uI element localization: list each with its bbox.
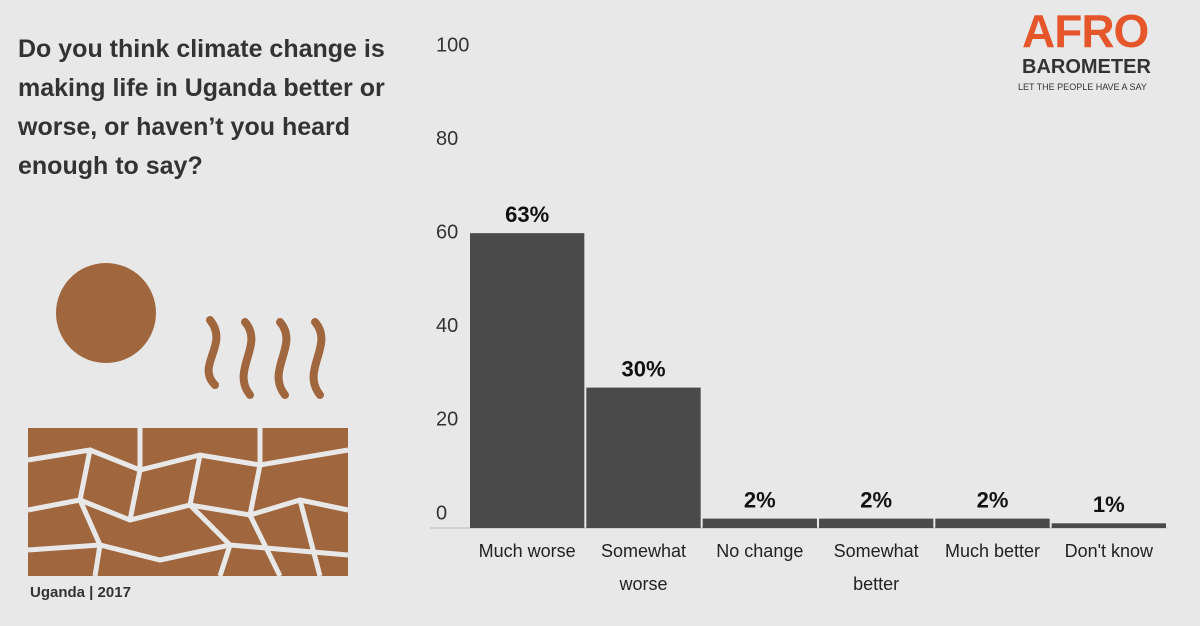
x-tick-label: Don't know <box>1064 541 1154 561</box>
data-label: 2% <box>977 487 1009 512</box>
data-label: 63% <box>505 202 549 227</box>
y-tick-label: 0 <box>436 502 447 524</box>
bar <box>1051 523 1166 528</box>
data-label: 2% <box>744 487 776 512</box>
data-label: 2% <box>860 487 892 512</box>
x-tick-label: Somewhat worse <box>600 541 687 594</box>
x-tick-label: Much worse <box>478 541 576 561</box>
illustration <box>27 263 349 578</box>
footer: Uganda | 2017 <box>30 584 131 601</box>
y-tick-label: 40 <box>436 315 458 337</box>
bar <box>702 518 817 528</box>
bar <box>935 518 1050 528</box>
logo-name: BAROMETER <box>1022 56 1151 78</box>
bar <box>819 518 934 528</box>
logo-tagline: LET THE PEOPLE HAVE A SAY <box>1018 82 1147 92</box>
y-tick-label: 80 <box>436 128 458 150</box>
x-tick-label: Much better <box>944 541 1041 561</box>
logo-brand: AFRO <box>1022 5 1149 57</box>
y-tick-label: 100 <box>436 34 469 56</box>
x-tick-label: Somewhat better <box>833 541 919 594</box>
x-tick-label: No change <box>716 541 804 561</box>
bar <box>586 387 701 528</box>
data-label: 30% <box>621 356 665 381</box>
y-tick-label: 60 <box>436 221 458 243</box>
data-label: 1% <box>1093 492 1125 517</box>
y-tick-label: 20 <box>436 409 458 431</box>
bar <box>470 233 585 528</box>
chart-title: Do you think climate change is making li… <box>18 35 385 180</box>
